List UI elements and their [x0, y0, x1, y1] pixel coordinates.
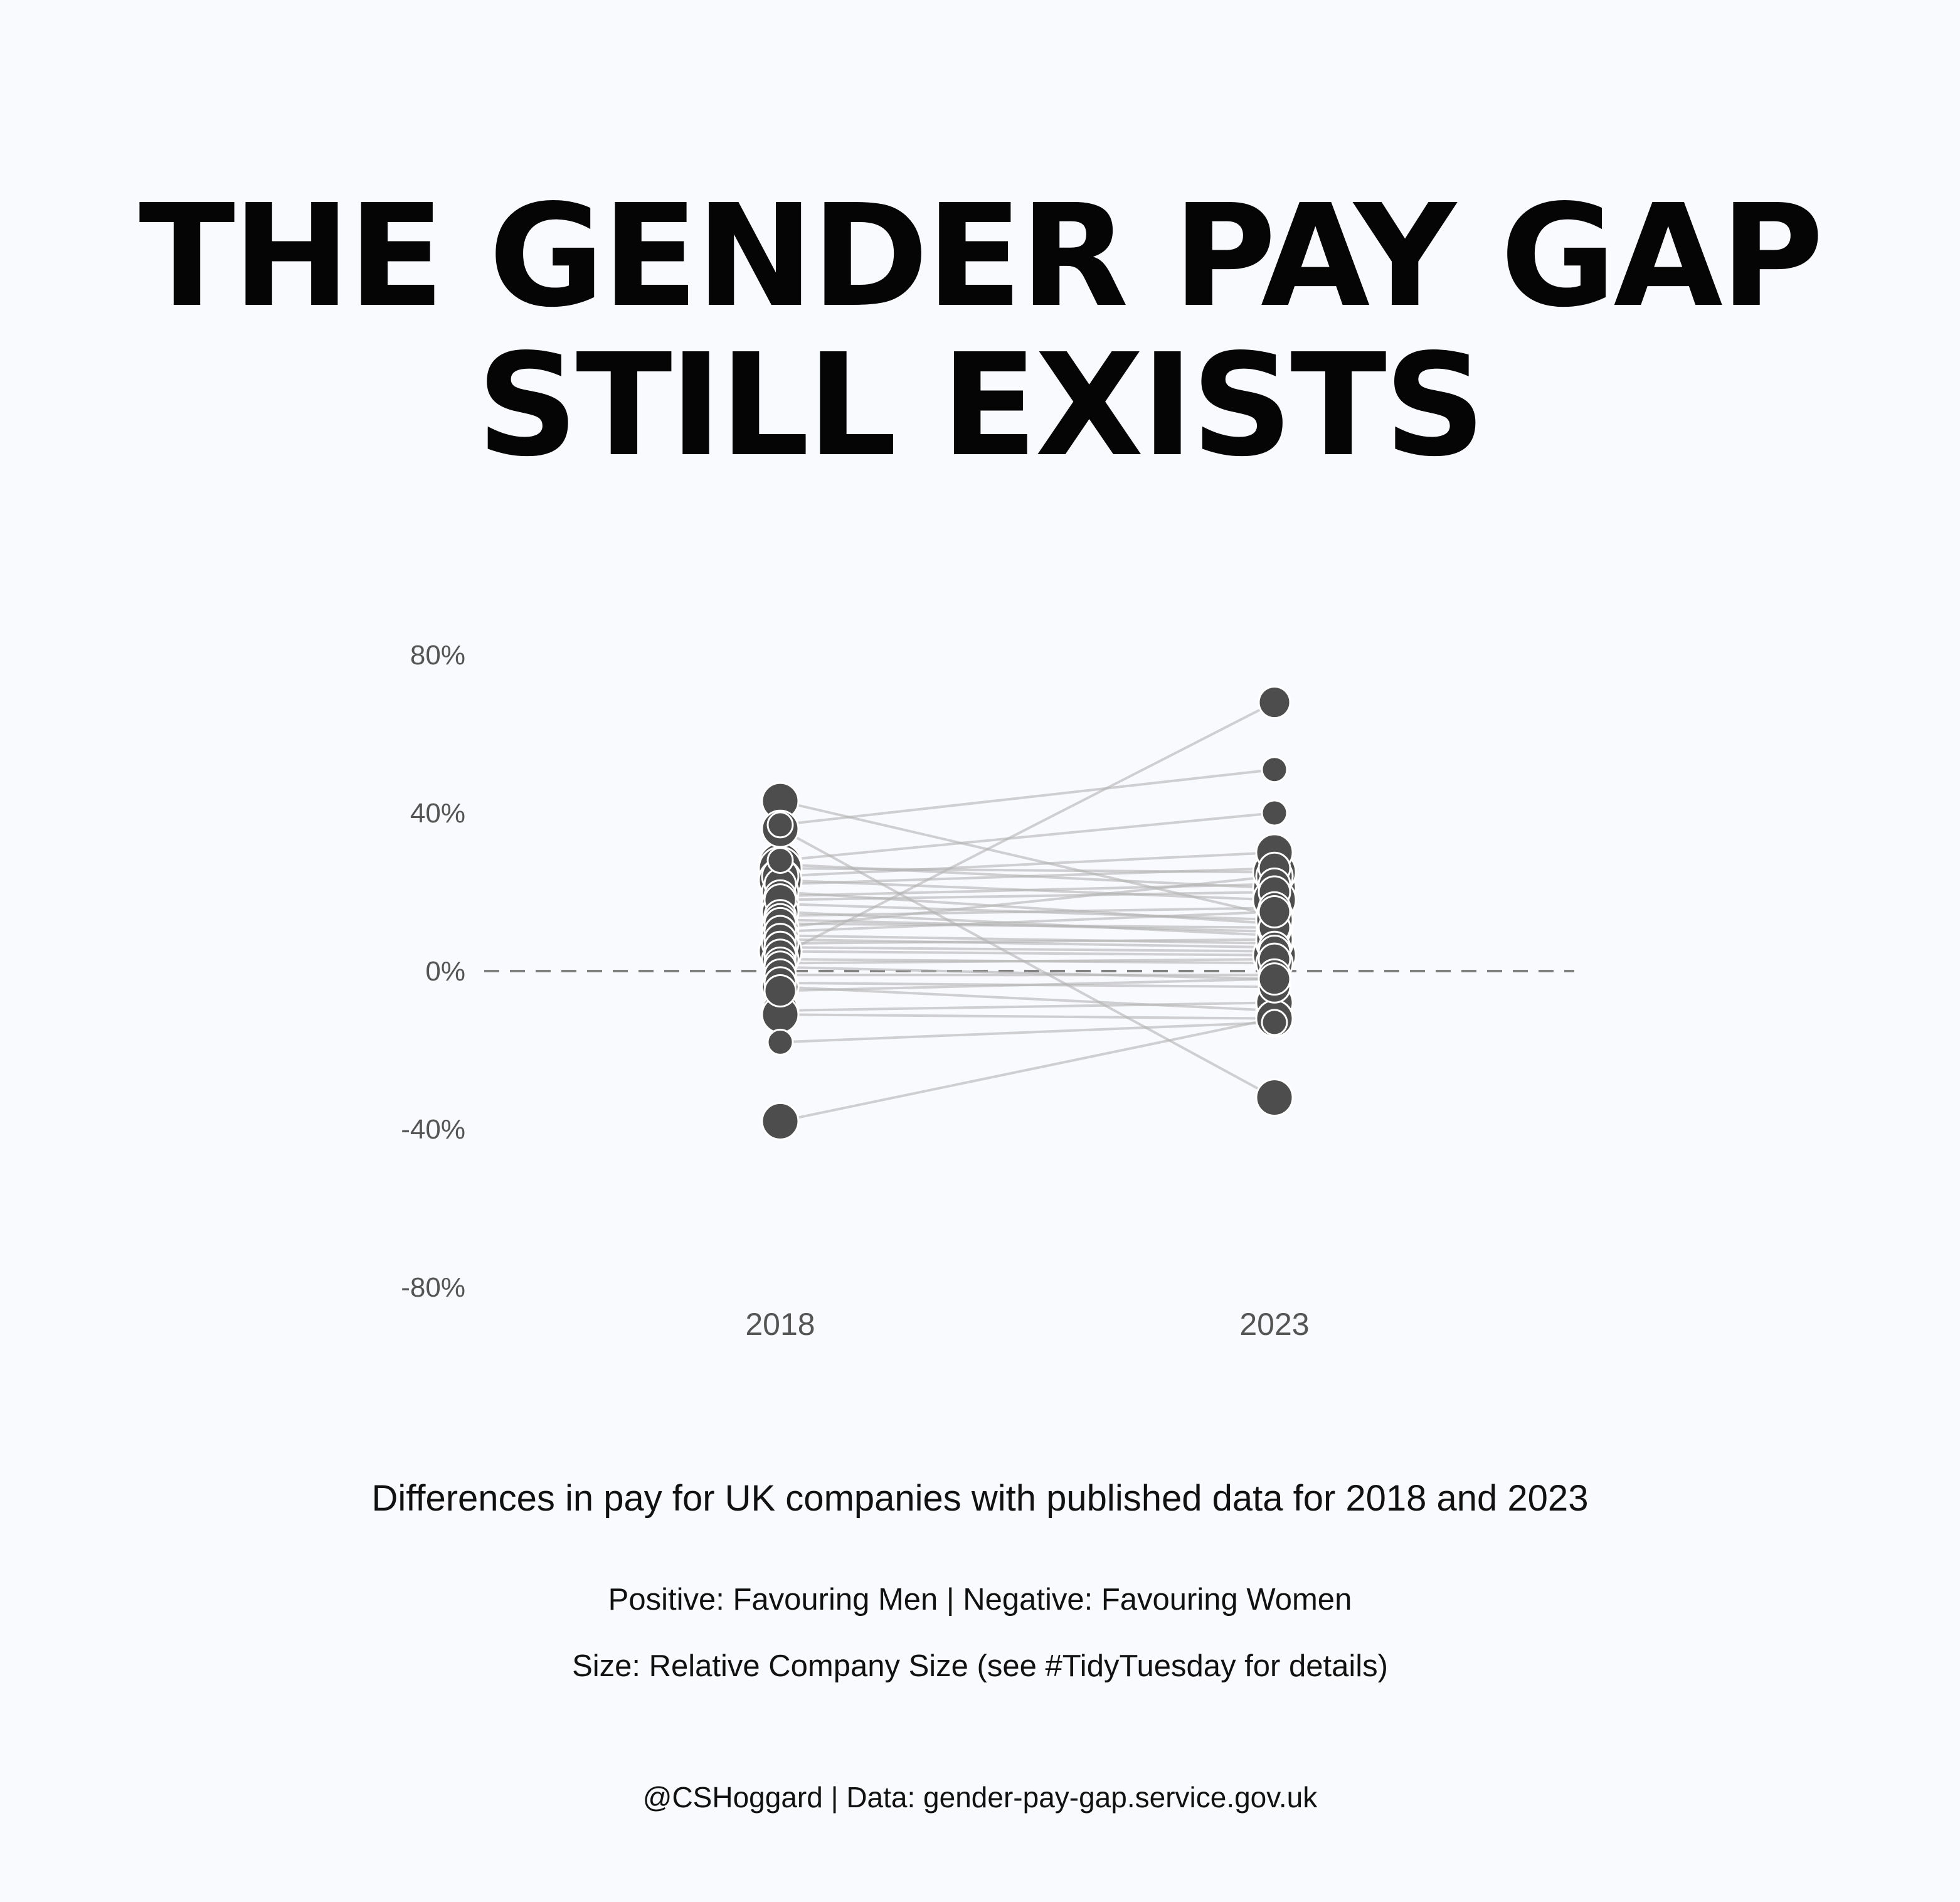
point-2023 — [1258, 895, 1291, 928]
slope-line — [780, 874, 1275, 929]
y-tick-label: 80% — [410, 640, 465, 671]
slope-line — [780, 812, 1275, 862]
slope-chart: 80% 40% 0% -40% -80% 2018 2023 — [401, 640, 1574, 1342]
credit-line: @CSHoggard | Data: gender-pay-gap.servic… — [642, 1781, 1318, 1814]
slope-line — [780, 1017, 1275, 1123]
slope-line — [780, 768, 1275, 826]
y-tick-label: 0% — [425, 956, 465, 987]
y-tick-label: -80% — [401, 1272, 465, 1303]
slope-line — [780, 891, 1275, 925]
slope-line — [780, 883, 1275, 898]
slope-lines — [780, 701, 1275, 1123]
slope-line — [780, 851, 1275, 878]
y-axis: 80% 40% 0% -40% -80% — [401, 640, 465, 1303]
sign-legend-note: Positive: Favouring Men | Negative: Favo… — [608, 1583, 1352, 1617]
x-category-label: 2018 — [745, 1307, 815, 1342]
point-2023 — [1255, 1078, 1294, 1117]
slope-line — [780, 867, 1275, 886]
size-legend-note: Size: Relative Company Size (see #TidyTu… — [572, 1649, 1388, 1683]
slope-line — [780, 965, 1275, 980]
point-2018 — [761, 1102, 800, 1140]
slope-line — [780, 922, 1275, 929]
slope-line — [780, 910, 1275, 933]
point-2018 — [763, 974, 797, 1007]
title-line-2: STILL EXISTS — [477, 324, 1486, 488]
y-tick-label: 40% — [410, 798, 465, 829]
slope-line — [780, 950, 1275, 957]
point-2023 — [1261, 1009, 1288, 1036]
title-line-1: THE GENDER PAY GAP — [139, 174, 1823, 339]
slope-line — [780, 958, 1275, 965]
point-2018 — [766, 1028, 794, 1056]
slope-line — [780, 946, 1275, 953]
slope-line — [780, 891, 1275, 901]
slope-line — [780, 986, 1275, 1012]
point-2018 — [766, 811, 794, 839]
chart-subtitle: Differences in pay for UK companies with… — [371, 1478, 1589, 1519]
x-axis: 2018 2023 — [745, 1307, 1309, 1342]
slope-line — [780, 1021, 1275, 1044]
slope-line — [780, 701, 1275, 957]
point-2023 — [1258, 686, 1291, 720]
page-title: THE GENDER PAY GAP STILL EXISTS — [0, 182, 1960, 481]
x-category-label: 2023 — [1239, 1307, 1309, 1342]
point-2023 — [1258, 962, 1291, 996]
slope-line — [780, 1013, 1275, 1020]
slope-line — [780, 938, 1275, 945]
slope-line — [780, 1001, 1275, 1012]
company-points — [758, 686, 1297, 1140]
slope-line — [780, 977, 1275, 992]
y-tick-label: -40% — [401, 1114, 465, 1145]
slope-line — [780, 934, 1275, 945]
point-2023 — [1261, 799, 1288, 827]
point-2023 — [1261, 756, 1288, 784]
slope-line — [780, 827, 1275, 1099]
point-2018 — [766, 847, 794, 874]
slope-line — [780, 910, 1275, 937]
slope-line — [780, 938, 1275, 949]
